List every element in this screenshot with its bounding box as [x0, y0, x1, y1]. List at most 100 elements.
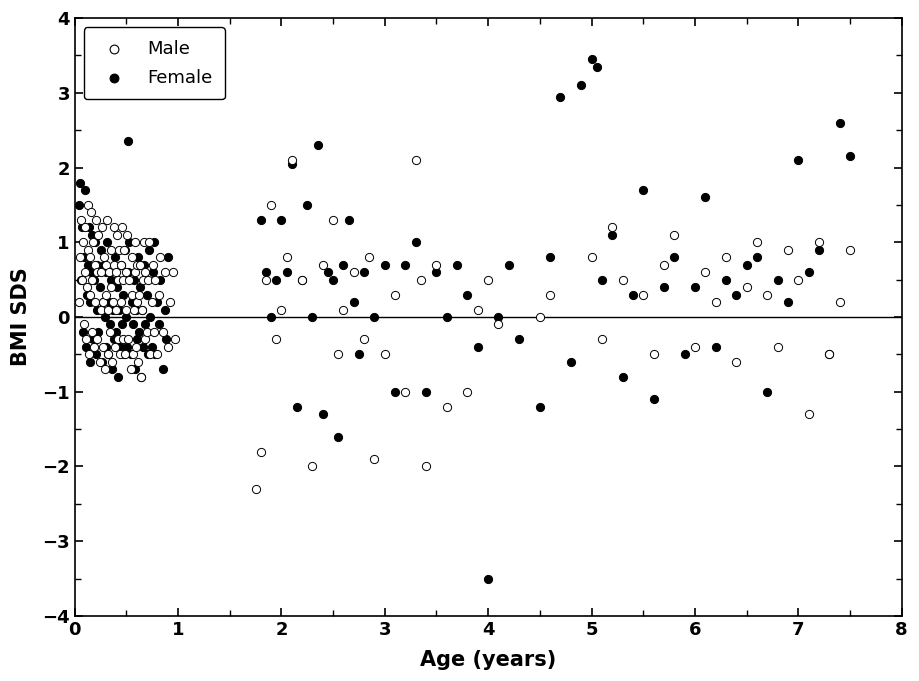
Female [74, 274, 88, 285]
Female [155, 364, 170, 375]
Male [584, 252, 599, 263]
Male [346, 267, 361, 278]
Male [93, 304, 108, 315]
Male [100, 349, 115, 360]
Female [780, 297, 795, 308]
Male [128, 237, 142, 248]
Male [129, 341, 143, 352]
Female [264, 312, 278, 323]
Male [142, 349, 157, 360]
Female [449, 259, 464, 270]
Female [86, 334, 101, 345]
Female [96, 297, 110, 308]
Female [719, 274, 733, 285]
Female [141, 349, 155, 360]
Female [118, 244, 132, 255]
Female [584, 54, 599, 65]
Female [142, 244, 156, 255]
Female [130, 334, 144, 345]
Male [113, 349, 128, 360]
Male [279, 252, 294, 263]
Male [122, 274, 137, 285]
Female [145, 341, 160, 352]
Male [130, 259, 144, 270]
Male [780, 244, 795, 255]
Male [269, 334, 284, 345]
Female [98, 267, 113, 278]
Male [605, 222, 619, 233]
Male [82, 349, 96, 360]
Male [111, 274, 126, 285]
Female [158, 334, 173, 345]
Male [96, 297, 110, 308]
Male [86, 237, 101, 248]
Female [121, 136, 136, 147]
Female [108, 326, 123, 337]
Female [341, 215, 356, 225]
Female [134, 304, 149, 315]
Male [165, 267, 180, 278]
Female [120, 341, 135, 352]
Female [100, 349, 115, 360]
Female [615, 371, 630, 382]
Male [85, 326, 99, 337]
Female [626, 289, 641, 300]
Male [98, 289, 113, 300]
Female [646, 394, 661, 405]
Male [73, 252, 87, 263]
Female [90, 304, 105, 315]
Male [116, 274, 130, 285]
Male [739, 282, 754, 293]
Female [123, 349, 138, 360]
Female [76, 252, 91, 263]
Male [133, 371, 148, 382]
Female [346, 297, 361, 308]
Male [295, 274, 310, 285]
Female [81, 259, 96, 270]
Male [104, 244, 119, 255]
Male [481, 274, 495, 285]
Female [84, 267, 98, 278]
Male [414, 274, 428, 285]
Female [471, 341, 485, 352]
Male [130, 356, 145, 367]
Female [124, 297, 139, 308]
Male [130, 297, 144, 308]
Female [108, 252, 122, 263]
Male [83, 252, 97, 263]
Female [75, 326, 90, 337]
Female [321, 267, 335, 278]
Male [99, 215, 114, 225]
Female [833, 117, 847, 128]
Female [269, 274, 284, 285]
Female [136, 341, 151, 352]
Male [119, 304, 134, 315]
Female [109, 282, 124, 293]
Female [811, 244, 826, 255]
Female [573, 80, 588, 91]
Female [750, 252, 765, 263]
Female [289, 401, 304, 412]
Female [93, 244, 108, 255]
Female [491, 312, 505, 323]
Male [155, 326, 170, 337]
Male [138, 334, 153, 345]
Male [362, 252, 377, 263]
Female [99, 237, 114, 248]
Male [101, 267, 116, 278]
Male [119, 267, 134, 278]
Female [125, 319, 140, 330]
Male [74, 215, 88, 225]
Male [136, 274, 151, 285]
Male [125, 349, 140, 360]
Female [429, 267, 444, 278]
Male [429, 259, 444, 270]
Male [126, 304, 141, 315]
Female [532, 401, 547, 412]
Male [124, 252, 139, 263]
Male [132, 259, 147, 270]
Female [687, 282, 702, 293]
Male [378, 349, 392, 360]
Female [107, 334, 121, 345]
Male [108, 267, 123, 278]
